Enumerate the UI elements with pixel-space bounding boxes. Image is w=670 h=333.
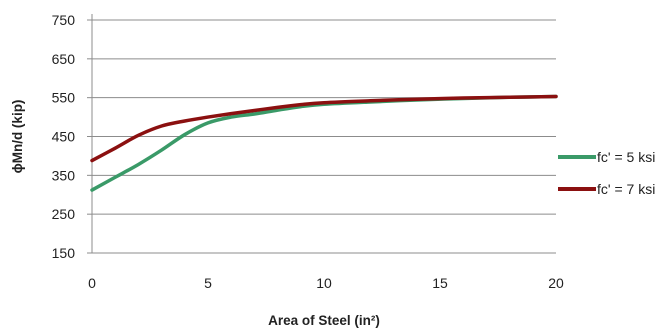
y-tick-label-650: 650 xyxy=(52,51,76,67)
y-tick-label-250: 250 xyxy=(52,206,76,222)
y-axis-title: ϕMn/d (kip) xyxy=(10,100,25,174)
gridlines xyxy=(92,19,556,215)
legend-label-2: fc' = 7 ksi xyxy=(597,181,655,197)
y-tick-label-450: 450 xyxy=(52,129,76,145)
y-tick-label-550: 550 xyxy=(52,90,76,106)
y-tick-label-150: 150 xyxy=(52,245,76,261)
x-tick-label-15: 15 xyxy=(432,275,448,291)
x-tick-label-10: 10 xyxy=(316,275,332,291)
x-tick-labels: 0 5 10 15 20 xyxy=(88,275,564,291)
legend-label-1: fc' = 5 ksi xyxy=(597,149,655,165)
series-line-2 xyxy=(90,94,558,163)
series-line-1 xyxy=(90,94,558,192)
x-tick-label-20: 20 xyxy=(548,275,564,291)
y-tick-label-350: 350 xyxy=(52,167,76,183)
x-tick-label-5: 5 xyxy=(204,275,212,291)
x-tick-label-0: 0 xyxy=(88,275,96,291)
y-tick-labels: 150 250 350 450 550 650 750 xyxy=(52,12,76,261)
legend: fc' = 5 ksi fc' = 7 ksi xyxy=(558,149,655,197)
axes xyxy=(87,14,556,254)
x-axis-title: Area of Steel (in²) xyxy=(268,313,380,328)
y-tick-label-750: 750 xyxy=(52,12,76,28)
series-lines xyxy=(90,94,558,192)
